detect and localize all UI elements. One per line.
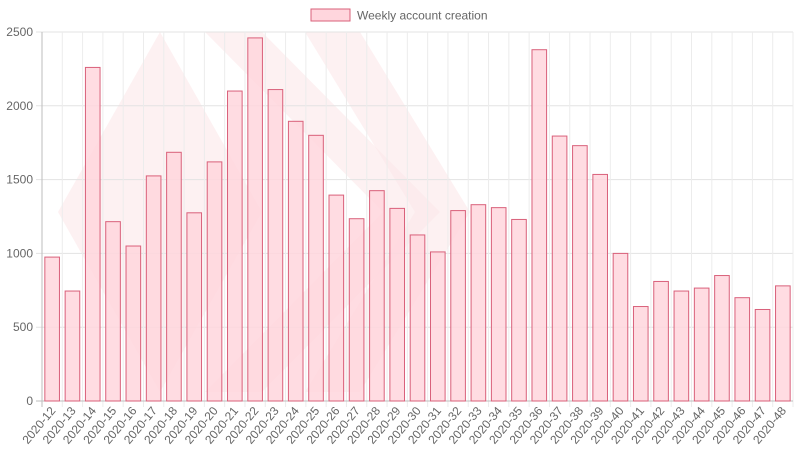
legend[interactable]: Weekly account creation [310,8,488,23]
bar-2020-23[interactable] [267,89,284,402]
bars [44,37,791,402]
bar-2020-46[interactable] [734,297,751,402]
bar-2020-48[interactable] [775,285,791,402]
bar-2020-35[interactable] [511,218,527,402]
y-tick-label: 1000 [6,246,33,260]
bar-2020-21[interactable] [227,90,243,402]
y-tick-label: 2500 [6,25,33,39]
bar-2020-24[interactable] [287,120,304,402]
bar-2020-43[interactable] [673,290,690,402]
bar-2020-14[interactable] [84,66,101,402]
bar-2020-25[interactable] [308,134,324,402]
legend-swatch[interactable] [310,8,351,22]
bar-2020-37[interactable] [551,135,568,402]
bar-2020-41[interactable] [632,306,649,402]
bar-2020-39[interactable] [592,173,608,402]
bar-2020-28[interactable] [369,190,385,402]
y-tick-label: 2000 [6,99,33,113]
bar-2020-34[interactable] [490,207,507,402]
bar-2020-29[interactable] [389,207,406,402]
x-tick-labels: 2020-122020-132020-142020-152020-162020-… [19,404,789,447]
bar-2020-45[interactable] [714,275,730,402]
bar-2020-12[interactable] [44,256,60,402]
bar-2020-17[interactable] [145,175,162,402]
bar-2020-47[interactable] [754,308,771,402]
y-tick-label: 0 [26,394,33,408]
y-tick-labels: 0 500 1000 1500 2000 2500 [6,25,33,408]
bar-2020-27[interactable] [348,218,365,402]
bar-2020-30[interactable] [409,234,426,402]
bar-2020-32[interactable] [450,210,466,402]
y-tick-label: 500 [13,320,33,334]
y-tick-label: 1500 [6,173,33,187]
bar-2020-15[interactable] [105,221,121,402]
bar-2020-19[interactable] [186,212,203,402]
bar-2020-31[interactable] [429,251,446,402]
bar-2020-38[interactable] [572,145,588,402]
bar-2020-16[interactable] [125,245,142,402]
bar-2020-40[interactable] [612,252,629,402]
bar-2020-44[interactable] [693,287,710,402]
bar-2020-18[interactable] [166,151,182,402]
legend-label[interactable]: Weekly account creation [357,9,488,23]
bar-2020-22[interactable] [247,37,263,402]
bar-2020-33[interactable] [470,204,487,402]
bar-2020-26[interactable] [328,194,345,402]
bar-2020-42[interactable] [653,280,669,402]
bar-2020-20[interactable] [206,161,223,402]
bar-2020-36[interactable] [531,49,548,402]
bar-2020-13[interactable] [64,290,81,402]
